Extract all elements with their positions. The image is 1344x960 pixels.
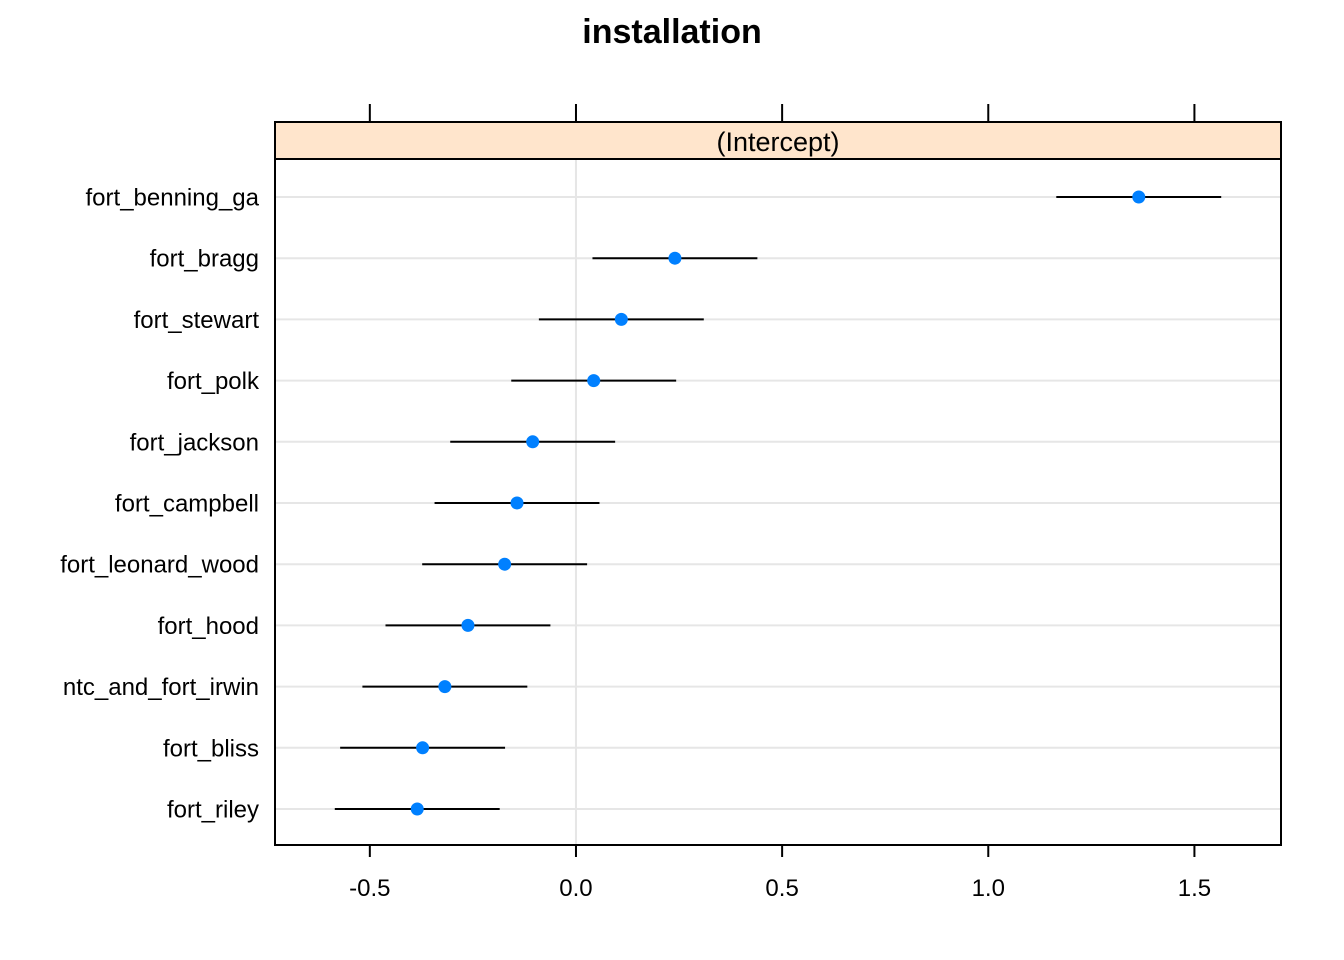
x-tick-label: 0.0 (559, 875, 592, 902)
data-point (510, 496, 524, 510)
panel-border (274, 121, 1282, 846)
data-point (416, 741, 430, 755)
data-point (410, 802, 424, 816)
data-point (1132, 190, 1146, 204)
x-axis: -0.5 0.0 0.5 1.0 1.5 (349, 104, 1211, 902)
data-point (526, 435, 540, 449)
x-tick-label: -0.5 (349, 875, 390, 902)
y-tick-label: fort_leonard_wood (60, 552, 259, 579)
chart-title: installation (582, 13, 761, 51)
data-point (587, 374, 601, 388)
x-tick-label: 1.5 (1178, 875, 1211, 902)
x-tick-label: 0.5 (765, 875, 798, 902)
y-tick-label: fort_campbell (115, 491, 259, 518)
y-tick-label: fort_riley (167, 797, 259, 824)
y-tick-label: fort_hood (158, 613, 259, 640)
y-tick-label: fort_benning_ga (86, 185, 260, 212)
y-tick-label: ntc_and_fort_irwin (63, 674, 259, 701)
data-point (438, 680, 452, 694)
data-point (498, 557, 512, 571)
data-point (614, 312, 628, 326)
y-tick-label: fort_bragg (150, 246, 259, 273)
y-tick-label: fort_stewart (134, 307, 260, 334)
y-tick-label: fort_bliss (163, 735, 259, 762)
y-axis-labels: fort_benning_ga fort_bragg fort_stewartfor… (60, 185, 260, 824)
data-point (668, 251, 682, 265)
x-tick-label: 1.0 (972, 875, 1005, 902)
y-tick-label: fort_polk (167, 368, 260, 395)
data-points (410, 190, 1146, 816)
y-tick-label: fort_jackson (130, 429, 259, 456)
gridlines (275, 159, 1281, 845)
strip-label: (Intercept) (716, 127, 839, 157)
data-point (461, 618, 475, 632)
